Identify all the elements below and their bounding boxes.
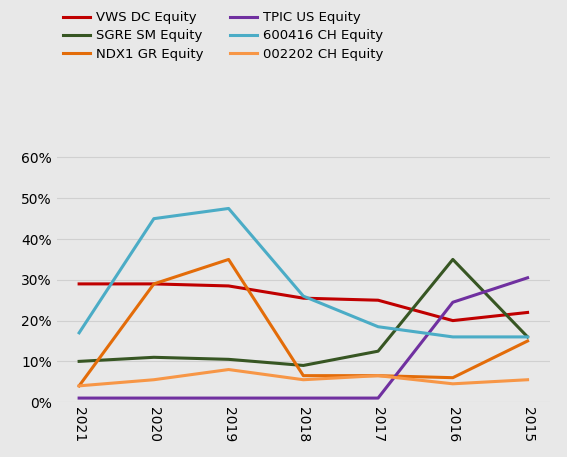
600416 CH Equity	[375, 324, 382, 329]
002202 CH Equity	[524, 377, 531, 383]
002202 CH Equity	[225, 367, 232, 372]
Line: SGRE SM Equity: SGRE SM Equity	[79, 260, 527, 366]
VWS DC Equity	[450, 318, 456, 324]
TPIC US Equity	[375, 395, 382, 401]
002202 CH Equity	[450, 381, 456, 387]
Line: NDX1 GR Equity: NDX1 GR Equity	[79, 260, 527, 386]
TPIC US Equity	[524, 275, 531, 281]
VWS DC Equity	[76, 281, 83, 287]
TPIC US Equity	[225, 395, 232, 401]
Line: 002202 CH Equity: 002202 CH Equity	[79, 370, 527, 386]
Line: 600416 CH Equity: 600416 CH Equity	[79, 208, 527, 337]
SGRE SM Equity	[375, 348, 382, 354]
SGRE SM Equity	[450, 257, 456, 262]
600416 CH Equity	[524, 334, 531, 340]
Legend: VWS DC Equity, SGRE SM Equity, NDX1 GR Equity, TPIC US Equity, 600416 CH Equity,: VWS DC Equity, SGRE SM Equity, NDX1 GR E…	[64, 11, 383, 61]
600416 CH Equity	[225, 206, 232, 211]
600416 CH Equity	[150, 216, 157, 221]
002202 CH Equity	[375, 373, 382, 378]
VWS DC Equity	[225, 283, 232, 289]
NDX1 GR Equity	[450, 375, 456, 380]
002202 CH Equity	[150, 377, 157, 383]
002202 CH Equity	[300, 377, 307, 383]
SGRE SM Equity	[300, 363, 307, 368]
TPIC US Equity	[450, 299, 456, 305]
600416 CH Equity	[300, 293, 307, 299]
002202 CH Equity	[76, 383, 83, 388]
NDX1 GR Equity	[524, 338, 531, 344]
Line: VWS DC Equity: VWS DC Equity	[79, 284, 527, 321]
VWS DC Equity	[375, 298, 382, 303]
600416 CH Equity	[76, 330, 83, 335]
TPIC US Equity	[150, 395, 157, 401]
NDX1 GR Equity	[375, 373, 382, 378]
VWS DC Equity	[150, 281, 157, 287]
TPIC US Equity	[76, 395, 83, 401]
SGRE SM Equity	[150, 355, 157, 360]
NDX1 GR Equity	[150, 281, 157, 287]
VWS DC Equity	[524, 310, 531, 315]
NDX1 GR Equity	[300, 373, 307, 378]
SGRE SM Equity	[76, 359, 83, 364]
NDX1 GR Equity	[76, 383, 83, 388]
NDX1 GR Equity	[225, 257, 232, 262]
600416 CH Equity	[450, 334, 456, 340]
SGRE SM Equity	[225, 356, 232, 362]
TPIC US Equity	[300, 395, 307, 401]
Line: TPIC US Equity: TPIC US Equity	[79, 278, 527, 398]
VWS DC Equity	[300, 295, 307, 301]
SGRE SM Equity	[524, 334, 531, 340]
